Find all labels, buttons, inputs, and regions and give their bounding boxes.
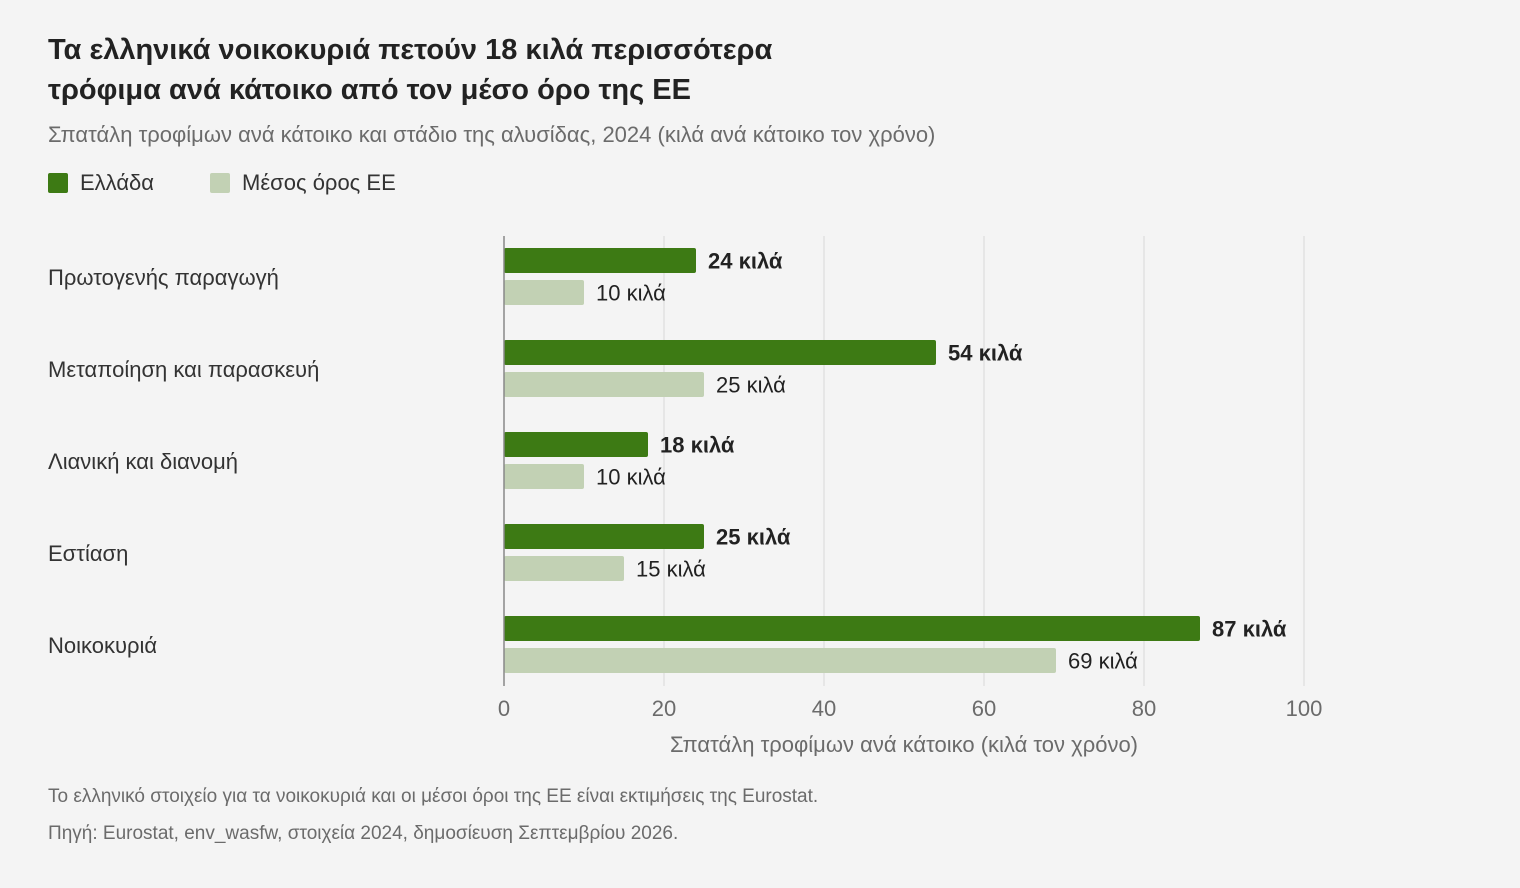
data-label-greece-0: 24 κιλά [708,249,783,274]
data-label-eu-2: 10 κιλά [596,465,666,490]
chart-title-line-1: Τα ελληνικά νοικοκυριά πετούν 18 κιλά πε… [48,34,773,66]
bar-eu-1 [504,372,704,397]
data-label-greece-4: 87 κιλά [1212,617,1287,642]
data-label-eu-0: 10 κιλά [596,281,666,306]
data-label-eu-1: 25 κιλά [716,373,786,398]
category-label-processing: Μεταποίηση και παρασκευή [48,357,320,382]
x-tick-label-60: 60 [972,696,996,721]
bar-eu-3 [504,556,624,581]
legend-item-greece: Ελλάδα [48,170,154,196]
legend-swatch-eu [210,173,231,193]
bar-eu-4 [504,648,1056,673]
bar-chart: 24 κιλά 10 κιλά 54 κιλά 25 κιλά 18 κιλά 10 κι… [498,236,1323,757]
x-tick-label-100: 100 [1286,696,1323,721]
chart-subtitle: Σπατάλη τροφίμων ανά κάτοικο και στάδιο … [48,122,936,147]
bar-greece-4 [504,616,1200,641]
category-label-households: Νοικοκυριά [48,633,158,658]
x-axis-title: Σπατάλη τροφίμων ανά κάτοικο (κιλά τον χ… [670,732,1138,757]
data-label-eu-3: 15 κιλά [636,557,706,582]
data-label-greece-3: 25 κιλά [716,525,791,550]
data-label-greece-1: 54 κιλά [948,341,1023,366]
legend: Ελλάδα Μέσος όρος ΕΕ [48,170,452,196]
legend-label-greece: Ελλάδα [80,170,155,195]
chart-title: Τα ελληνικά νοικοκυριά πετούν 18 κιλά πε… [48,30,772,110]
chart-title-line-2: τρόφιμα ανά κάτοικο από τον μέσο όρο της… [48,74,691,106]
category-label-primary-production: Πρωτογενής παραγωγή [48,265,279,290]
category-label-food-service: Εστίαση [48,541,129,566]
data-label-greece-2: 18 κιλά [660,433,735,458]
bar-greece-3 [504,524,704,549]
bar-eu-2 [504,464,584,489]
legend-item-eu: Μέσος όρος ΕΕ [210,170,396,196]
legend-swatch-greece [48,173,68,193]
category-label-retail: Λιανική και διανομή [48,449,238,474]
footnote-source: Πηγή: Eurostat, env_wasfw, στοιχεία 2024… [48,823,679,844]
legend-label-eu: Μέσος όρος ΕΕ [242,170,396,195]
bar-greece-2 [504,432,648,457]
bar-greece-1 [504,340,936,365]
x-tick-label-80: 80 [1132,696,1156,721]
bar-eu-0 [504,280,584,305]
x-tick-label-0: 0 [498,696,510,721]
x-tick-label-40: 40 [812,696,836,721]
data-label-eu-4: 69 κιλά [1068,649,1138,674]
footnote-estimates: Το ελληνικό στοιχείο για τα νοικοκυριά κ… [48,786,819,807]
bar-greece-0 [504,248,696,273]
x-tick-label-20: 20 [652,696,676,721]
